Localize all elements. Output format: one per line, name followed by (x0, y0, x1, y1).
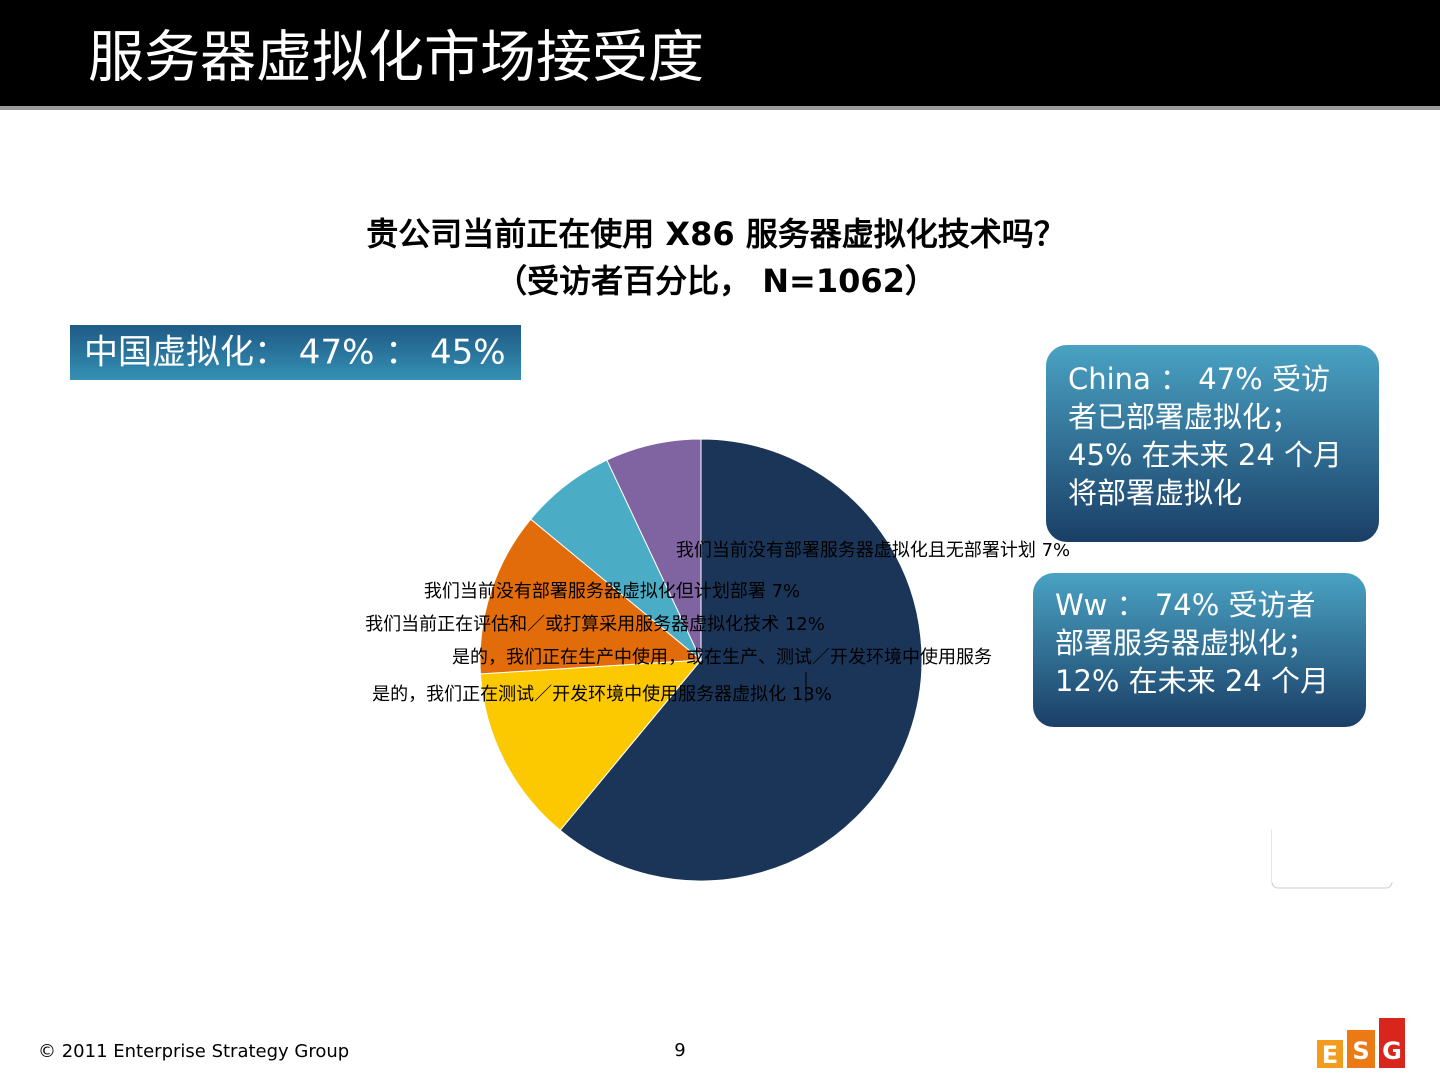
callout-box (1044, 343, 1381, 544)
header-bar (0, 0, 1440, 106)
data-label: 我们当前没有部署服务器虚拟化且无部署计划 7% (676, 540, 1070, 561)
data-label: 是的，我们正在生产中使用，或在生产、测试／开发环境中使用服务 (452, 647, 992, 668)
pie-slice (559, 438, 923, 882)
blank-box-cover (1272, 822, 1394, 882)
pie (479, 438, 923, 882)
banner-box (70, 325, 521, 380)
label-value: 12% (785, 614, 825, 635)
data-label: 我们当前没有部署服务器虚拟化但计划部署 7% (424, 581, 800, 602)
label-value: 13% (792, 684, 832, 705)
data-label: 我们当前正在评估和／或打算采用服务器虚拟化技术 12% (365, 614, 825, 635)
callout-box (1031, 571, 1368, 729)
banner-text: 中国虚拟化： 47% ： 45% (84, 333, 506, 373)
callout-line: 部署服务器虚拟化； (1055, 626, 1316, 660)
copyright: © 2011 Enterprise Strategy Group (38, 1041, 349, 1062)
callout-line: Ww ： 74% 受访者 (1055, 588, 1316, 622)
logo-block (1317, 1040, 1343, 1068)
callout-line: China ： 47% 受访 (1068, 362, 1330, 396)
label-category: 是的，我们正在测试／开发环境中使用服务器虚拟化 (372, 684, 786, 705)
logo-letter: E (1322, 1041, 1338, 1069)
callout-line: 者已部署虚拟化； (1068, 400, 1300, 434)
page-number: 9 (674, 1040, 685, 1061)
label-category: 我们当前正在评估和／或打算采用服务器虚拟化技术 (365, 614, 779, 635)
label-category: 我们当前没有部署服务器虚拟化且无部署计划 (676, 540, 1036, 561)
pie-labels: 是的，我们正在生产中使用，或在生产、测试／开发环境中使用服务是的，我们正在测试／… (365, 540, 1070, 705)
callout-line: 45% 在未来 24 个月 (1068, 438, 1342, 472)
data-label: 是的，我们正在测试／开发环境中使用服务器虚拟化 13% (372, 684, 832, 705)
callout-line: 12% 在未来 24 个月 (1055, 664, 1329, 698)
label-category: 我们当前没有部署服务器虚拟化但计划部署 (424, 581, 766, 602)
label-category: 是的，我们正在生产中使用，或在生产、测试／开发环境中使用服务 (452, 647, 992, 668)
logo-block (1347, 1030, 1375, 1068)
chart-subtitle: （受访者百分比， N=1062） (495, 262, 937, 300)
logo-letter: G (1382, 1037, 1402, 1065)
logo-block (1379, 1018, 1405, 1068)
label-value: 7% (772, 581, 801, 602)
header-rule (0, 106, 1440, 110)
pie-slice (479, 518, 703, 675)
pie-slice (479, 659, 703, 831)
slide-title: 服务器虚拟化市场接受度 (88, 26, 704, 91)
chart-title: 贵公司当前正在使用 X86 服务器虚拟化技术吗？ (366, 215, 1066, 253)
label-value: 7% (1042, 540, 1071, 561)
logo-letter: S (1352, 1037, 1369, 1065)
pie-slice (606, 438, 702, 661)
callout-line: 将部署虚拟化 (1068, 476, 1242, 510)
